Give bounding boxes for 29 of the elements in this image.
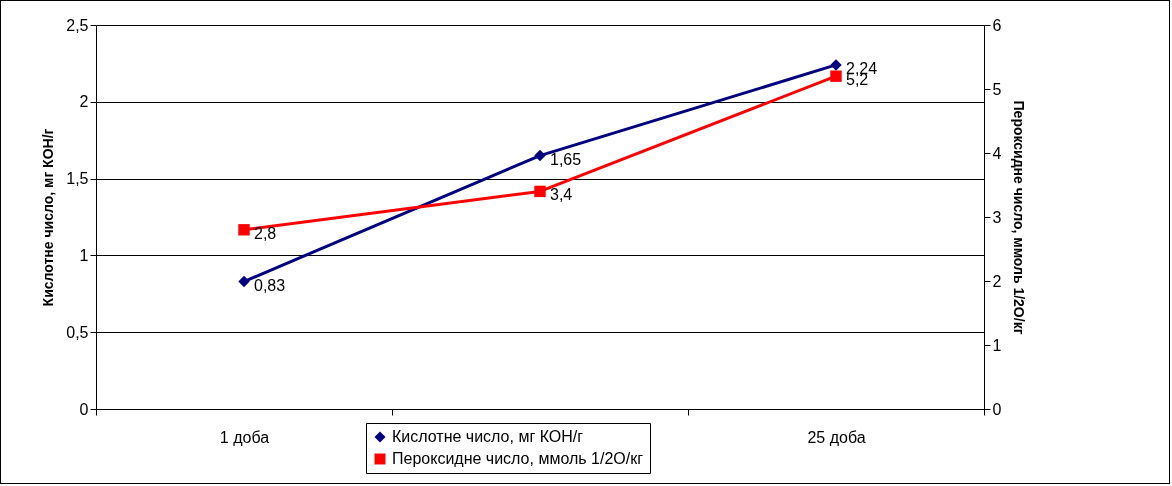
y-tick-label: 2 xyxy=(79,93,89,111)
y-axis-title: Кислотне число, мг КОН/г xyxy=(40,128,57,307)
data-label: 2,8 xyxy=(254,224,277,242)
y-tick-label: 0,5 xyxy=(66,323,89,341)
point xyxy=(534,185,546,198)
y-tick-label: 1 xyxy=(79,246,89,264)
point xyxy=(830,59,842,71)
data-label: 1,65 xyxy=(550,150,582,168)
y2-tick-label: 1 xyxy=(992,336,1002,354)
point xyxy=(830,70,842,82)
y-tick-label: 0 xyxy=(79,400,89,418)
point xyxy=(238,224,250,236)
y2-tick-label: 0 xyxy=(992,400,1002,418)
data-label: 3,4 xyxy=(550,186,573,204)
x-tick-label: 1 доба xyxy=(219,428,270,446)
legend-label: Кислотне число, мг КОН/г xyxy=(392,428,584,445)
x-tick-label: 25 доба xyxy=(807,428,866,446)
y2-tick-label: 5 xyxy=(992,80,1002,98)
y-tick-label: 1,5 xyxy=(66,170,89,188)
legend-label: Пероксидне число, ммоль 1/2О/кг xyxy=(392,450,644,467)
y-tick-label: 2,5 xyxy=(66,16,89,34)
data-label: 0,83 xyxy=(254,276,286,294)
y2-tick-label: 6 xyxy=(992,16,1002,34)
y2-tick-label: 3 xyxy=(992,208,1002,226)
y2-tick-label: 4 xyxy=(992,144,1002,162)
y2-axis-title: Пероксидне число, ммоль 1/2О/кг xyxy=(1011,100,1028,335)
point xyxy=(238,275,250,288)
point xyxy=(534,149,546,162)
y2-tick-label: 2 xyxy=(992,272,1002,290)
